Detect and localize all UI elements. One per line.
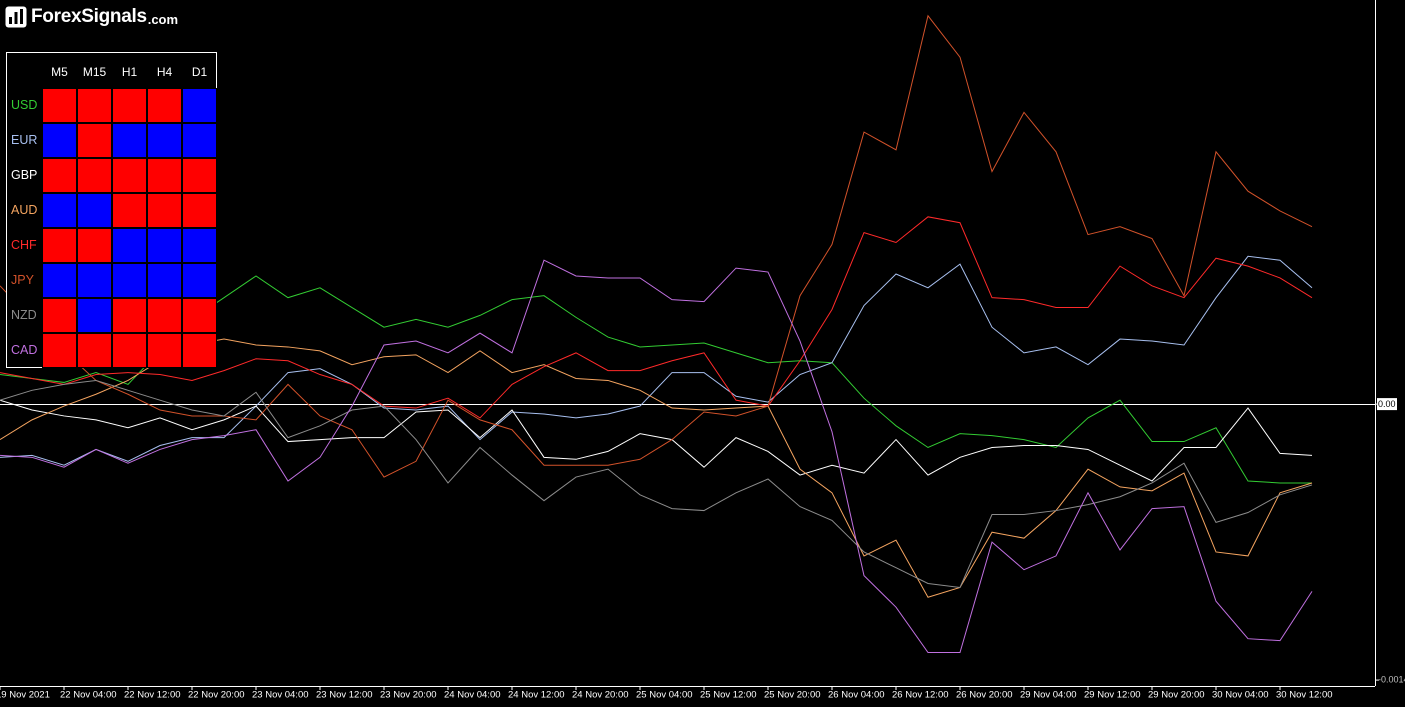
x-tick-label: 22 Nov 20:00 bbox=[188, 690, 245, 701]
strength-cell bbox=[42, 193, 77, 228]
strength-cell bbox=[182, 228, 217, 263]
strength-cell bbox=[147, 298, 182, 333]
row-label: NZD bbox=[11, 308, 37, 322]
x-tick-label: 25 Nov 20:00 bbox=[764, 690, 821, 701]
strength-cell bbox=[112, 263, 147, 298]
strength-cell bbox=[77, 123, 112, 158]
row-label: USD bbox=[11, 98, 38, 112]
strength-cell bbox=[182, 158, 217, 193]
series-line bbox=[0, 216, 1313, 419]
x-tick-label: 26 Nov 20:00 bbox=[956, 690, 1013, 701]
x-tick-label: 23 Nov 12:00 bbox=[316, 690, 373, 701]
row-label: AUD bbox=[11, 203, 38, 217]
strength-cell bbox=[147, 158, 182, 193]
series-line bbox=[0, 399, 1313, 482]
column-header: H4 bbox=[156, 65, 173, 79]
strength-cell bbox=[182, 88, 217, 123]
strength-cell bbox=[42, 228, 77, 263]
column-header: M5 bbox=[51, 65, 68, 79]
strength-cell bbox=[147, 193, 182, 228]
x-tick-label: 25 Nov 04:00 bbox=[636, 690, 693, 701]
row-label: CHF bbox=[11, 238, 37, 252]
series-line bbox=[0, 338, 1313, 598]
y-tick-label: -0.0014 bbox=[1378, 674, 1405, 684]
strength-table: M5 M15 H1 H4 D1 USD EUR GBP AUD CHF JPY NZD CAD bbox=[6, 52, 217, 368]
strength-cell bbox=[77, 228, 112, 263]
strength-cell bbox=[42, 88, 77, 123]
column-header: M15 bbox=[82, 65, 107, 79]
strength-cell bbox=[77, 263, 112, 298]
x-tick-label: 25 Nov 12:00 bbox=[700, 690, 757, 701]
x-tick-label: 23 Nov 04:00 bbox=[252, 690, 309, 701]
strength-cell bbox=[182, 263, 217, 298]
column-header: H1 bbox=[121, 65, 138, 79]
logo-name: ForexSignals bbox=[31, 6, 147, 27]
strength-cell bbox=[77, 158, 112, 193]
strength-cell bbox=[112, 193, 147, 228]
x-tick-label: 30 Nov 12:00 bbox=[1276, 690, 1333, 701]
strength-cell bbox=[182, 193, 217, 228]
logo-domain: .com bbox=[147, 11, 179, 27]
series-line bbox=[0, 255, 1313, 466]
x-tick-label: 22 Nov 04:00 bbox=[60, 690, 117, 701]
strength-cell bbox=[147, 333, 182, 368]
strength-cell bbox=[77, 193, 112, 228]
strength-cell bbox=[42, 123, 77, 158]
strength-cell bbox=[112, 123, 147, 158]
x-tick-label: 30 Nov 04:00 bbox=[1212, 690, 1269, 701]
y-tick-label: 0.00 bbox=[1378, 399, 1396, 409]
x-tick-label: 22 Nov 12:00 bbox=[124, 690, 181, 701]
x-tick-label: 19 Nov 2021 bbox=[0, 690, 50, 701]
series-line bbox=[0, 14, 1313, 478]
strength-cell bbox=[112, 228, 147, 263]
strength-cell bbox=[42, 263, 77, 298]
strength-cell bbox=[112, 333, 147, 368]
strength-cell bbox=[147, 228, 182, 263]
row-label: CAD bbox=[11, 343, 38, 357]
series-line bbox=[0, 259, 1313, 653]
strength-cell bbox=[112, 88, 147, 123]
strength-cell bbox=[147, 123, 182, 158]
logo: ForexSignals .com bbox=[5, 3, 208, 31]
strength-cell bbox=[112, 298, 147, 333]
x-tick-label: 26 Nov 12:00 bbox=[892, 690, 949, 701]
strength-cell bbox=[182, 298, 217, 333]
strength-cell bbox=[182, 333, 217, 368]
x-tick-label: 24 Nov 04:00 bbox=[444, 690, 501, 701]
strength-cell bbox=[42, 333, 77, 368]
strength-cell bbox=[147, 88, 182, 123]
strength-cell bbox=[77, 298, 112, 333]
logo-icon bbox=[5, 6, 27, 28]
strength-cell bbox=[77, 88, 112, 123]
strength-cell bbox=[182, 123, 217, 158]
row-label: JPY bbox=[11, 273, 34, 287]
x-tick-label: 29 Nov 04:00 bbox=[1020, 690, 1077, 701]
x-tick-label: 26 Nov 04:00 bbox=[828, 690, 885, 701]
x-tick-label: 23 Nov 20:00 bbox=[380, 690, 437, 701]
strength-cell bbox=[77, 333, 112, 368]
column-header: D1 bbox=[191, 65, 208, 79]
strength-cell bbox=[147, 263, 182, 298]
x-tick-label: 24 Nov 20:00 bbox=[572, 690, 629, 701]
x-tick-label: 24 Nov 12:00 bbox=[508, 690, 565, 701]
strength-cell bbox=[42, 298, 77, 333]
strength-cell bbox=[112, 158, 147, 193]
row-label: GBP bbox=[11, 168, 38, 182]
y-tick-box bbox=[1377, 398, 1397, 411]
x-tick-label: 29 Nov 20:00 bbox=[1148, 690, 1205, 701]
row-label: EUR bbox=[11, 133, 38, 147]
x-tick-label: 29 Nov 12:00 bbox=[1084, 690, 1141, 701]
series-line bbox=[0, 275, 1312, 484]
strength-cell bbox=[42, 158, 77, 193]
